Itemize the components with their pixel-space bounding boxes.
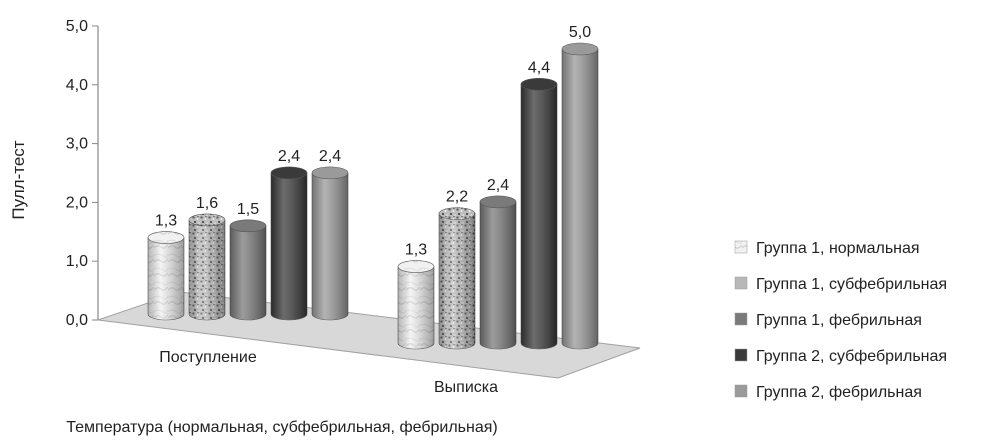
data-label: 2,4 [319,148,341,165]
legend-label: Группа 1, субфебрильная [756,276,947,293]
legend-label: Группа 1, фебрильная [756,312,922,329]
bar-top [311,166,349,180]
y-axis-ticks: 0,0 1,0 2,0 3,0 4,0 5,0 [66,18,98,329]
legend-swatch [734,348,748,362]
legend-swatch [734,312,748,326]
bar [147,231,185,321]
y-tick-label: 5,0 [66,18,88,35]
bar-shading [189,219,225,320]
bar-shading [398,266,434,349]
legend-item: Группа 1, субфебрильная [734,276,947,293]
bar [479,195,517,350]
legend-item: Группа 2, фебрильная [734,384,922,401]
data-label: 2,4 [278,148,300,165]
bar-top [188,213,226,227]
bar-shading [439,213,475,349]
bars-group [147,42,599,350]
bar-top [561,42,599,56]
legend-swatch [734,276,748,290]
x-axis-label: Температура (нормальная, субфебрильная, … [66,419,497,436]
bar-top [270,166,308,180]
bar-top [520,77,558,91]
legend-label: Группа 1, нормальная [756,240,920,257]
y-tick-label: 0,0 [66,312,88,329]
bar [438,207,476,350]
legend-label: Группа 2, фебрильная [756,384,922,401]
legend-item: Группа 1, фебрильная [734,312,922,329]
data-label: 5,0 [569,24,591,41]
bar-shading [148,237,184,320]
bar [229,219,267,321]
bar [188,213,226,321]
y-tick-label: 4,0 [66,77,88,94]
bar-shading [480,201,516,349]
bar-top [397,260,435,273]
bar-shading [312,172,348,320]
bar [397,260,435,350]
legend: Группа 1, нормальная Группа 1, субфебриль… [734,240,947,401]
bar [561,42,599,350]
bar-top [438,207,476,220]
bar-top [229,219,267,233]
data-label: 1,3 [155,213,177,230]
data-label: 2,2 [446,189,468,206]
bar-top [147,231,185,244]
bar [311,166,349,321]
bar [520,77,558,350]
bar-shading [271,172,307,320]
y-tick-label: 2,0 [66,194,88,211]
legend-swatch [734,384,748,398]
bar-shading [230,225,266,320]
category-label-1: Поступление [159,349,257,366]
y-tick-label: 3,0 [66,136,88,153]
data-label: 1,5 [237,201,259,218]
y-tick-label: 1,0 [66,253,88,270]
legend-item: Группа 2, субфебрильная [734,348,947,365]
bar-shading [521,84,557,349]
bar-top [479,195,517,209]
data-label: 4,4 [528,59,550,76]
legend-label: Группа 2, субфебрильная [756,348,947,365]
category-label-2: Выписка [434,379,498,396]
data-label: 1,3 [405,242,427,259]
bar [270,166,308,321]
y-axis-label: Пулл-тест [9,140,28,219]
legend-item: Группа 1, нормальная [734,240,920,257]
legend-swatch [734,240,748,254]
bar-shading [562,49,598,349]
data-labels-group: 1,3 1,6 1,5 2,4 2,4 1,3 2,2 2,4 4,4 5,0 [155,24,591,259]
data-label: 1,6 [196,195,218,212]
data-label: 2,4 [487,177,509,194]
